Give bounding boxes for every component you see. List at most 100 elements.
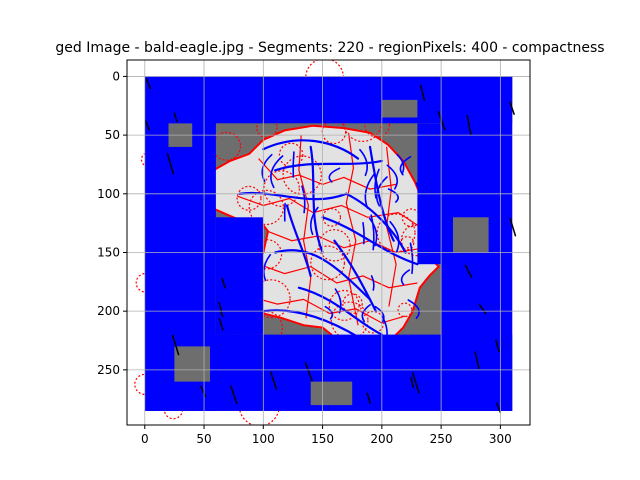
x-tick-label: 100 [252,432,275,446]
contour-line [362,222,365,245]
segment-boundary [251,279,291,319]
segment-boundary [342,293,363,314]
contour-line [368,145,395,242]
gray-patch [174,346,210,382]
y-tick-label: 250 [97,363,120,377]
segment-boundary [236,185,262,211]
x-tick-label: 300 [489,432,512,446]
contour-line [409,242,414,275]
y-tick-label: 100 [97,187,120,201]
contour-line [285,204,312,277]
contour-line [324,305,334,320]
dark-streak [466,115,472,136]
contour-line [270,155,284,189]
dark-streak [474,351,480,369]
segment-boundary [278,142,304,168]
dark-streak [144,120,151,131]
y-tick-label: 200 [97,304,120,318]
axes-frame [126,59,531,426]
contour-line [333,239,377,313]
y-tick-label: 0 [112,69,120,83]
segmented-image [134,60,517,425]
grid-lines [127,60,530,425]
contour-line [374,168,380,199]
dark-streak [411,372,420,394]
contour-line [370,275,375,291]
figure-title: ged Image - bald-eagle.jpg - Segments: 2… [55,40,604,56]
x-tick-label: 200 [370,432,393,446]
contour-line [262,254,272,281]
dark-streak [200,385,207,398]
segment-boundary [400,236,415,251]
contour-line [375,176,388,207]
y-tick-label: 50 [105,128,120,142]
contour-line [361,304,371,323]
contour-line [364,173,375,209]
contour-line [262,139,360,160]
contour-line [387,188,399,203]
contour-line [368,217,378,247]
contour-fill-region [215,217,264,335]
dark-streak [145,78,152,90]
x-tick-label: 150 [311,432,334,446]
contour-line [328,167,341,183]
dark-streak [230,385,238,405]
contour-line [301,185,306,214]
segment-boundary [364,111,391,138]
dark-streak [419,84,426,102]
contour-line [389,220,400,253]
contour-fill [144,76,517,414]
contour-line [386,164,399,190]
contour-line [262,309,360,339]
segment-boundary [328,289,360,321]
dark-streak [509,217,517,237]
contour-line [359,148,369,177]
contour-line [396,153,405,175]
dark-streak [171,334,180,356]
dark-streak [166,153,175,175]
dark-streak [437,111,446,131]
gray-patch [381,99,418,118]
x-tick-label: 0 [141,432,149,446]
dark-streak [509,101,516,115]
contour-line [345,192,407,254]
segment-boundary [263,170,300,207]
x-tick-label: 250 [430,432,453,446]
segment-boundary [322,208,341,227]
x-tick-label: 50 [196,432,211,446]
y-axis: 0 50 100 150 200 250 [97,69,127,377]
contour-line [407,299,420,319]
dark-streak [221,277,226,289]
y-tick-label: 150 [97,245,120,259]
gray-patch [310,381,353,406]
dark-streak [464,264,473,278]
segment-boundary [310,245,346,281]
contour-line [292,151,295,178]
contour-line [274,159,383,172]
x-axis: 0 50 100 150 200 250 300 [141,425,512,446]
contour-line [370,214,375,251]
segment-boundary [236,195,421,228]
dark-streak [478,303,487,315]
contour-line [238,191,348,201]
dark-streak [495,402,502,414]
contour-line [400,269,411,286]
dark-streak [410,376,415,389]
segment-boundary [258,263,418,289]
dark-streak [218,302,224,318]
dark-streak [495,339,500,353]
dark-streak [173,112,178,123]
contour-line [374,305,385,324]
segment-boundary [248,189,284,226]
contour-line [297,286,383,336]
segment-boundary [345,132,359,326]
contour-line [321,216,419,266]
gray-patch [453,217,489,253]
segment-boundary [256,116,278,139]
segment-boundary [212,131,242,161]
dark-streak [304,362,313,382]
contour-line [309,145,324,254]
segment-boundary [397,302,413,318]
contour-line [310,206,319,236]
